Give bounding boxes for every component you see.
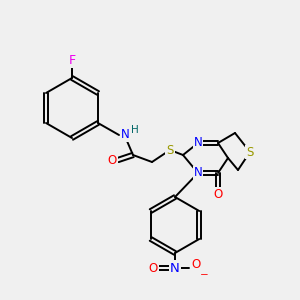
Text: O: O	[148, 262, 158, 275]
Text: N: N	[194, 136, 202, 149]
Text: N: N	[170, 262, 180, 275]
Text: O: O	[191, 257, 201, 271]
Text: O: O	[213, 188, 223, 200]
Text: O: O	[107, 154, 117, 166]
Text: H: H	[131, 125, 139, 135]
Text: S: S	[166, 143, 174, 157]
Text: F: F	[68, 53, 76, 67]
Text: N: N	[194, 167, 202, 179]
Text: S: S	[246, 146, 254, 158]
Text: −: −	[200, 270, 208, 280]
Text: N: N	[121, 128, 129, 142]
